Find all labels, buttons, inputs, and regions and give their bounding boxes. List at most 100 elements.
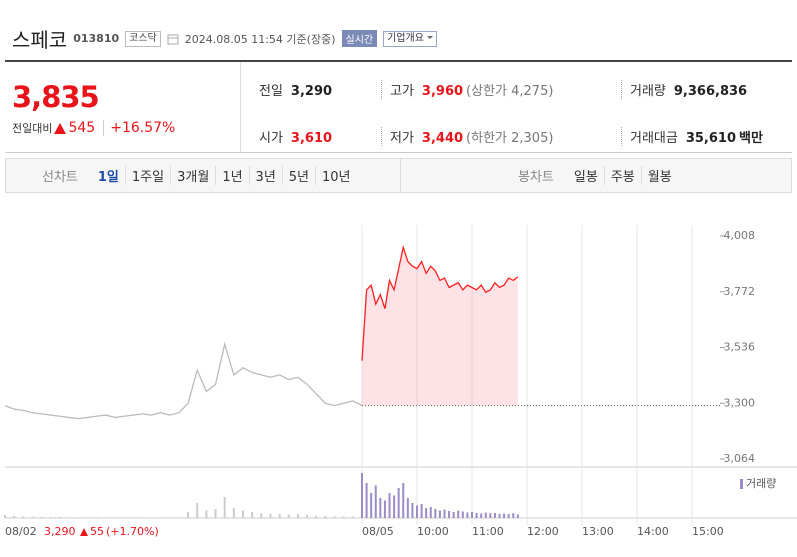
stat: 고가 3,960 (상한가 4,275) — [381, 80, 553, 99]
volume-bar — [31, 516, 34, 518]
volume-bar — [457, 510, 460, 518]
x-tick-label: 08/02 — [5, 525, 37, 538]
volume-bar — [406, 498, 409, 518]
stat-label: 거래대금 — [630, 131, 678, 146]
y-tick-label: 3,064 — [724, 452, 756, 465]
y-tick-label: 3,772 — [724, 285, 756, 298]
volume-bar — [278, 514, 281, 518]
calendar-icon — [167, 34, 179, 44]
volume-bar — [507, 514, 510, 518]
tab[interactable]: 1주일 — [124, 166, 170, 185]
tab[interactable]: 5년 — [281, 166, 315, 185]
x-tick-label: 12:00 — [527, 525, 559, 538]
volume-bar — [498, 513, 501, 518]
price-panel: 3,835 전일대비 545 +16.57% — [5, 62, 241, 152]
volume-bar — [448, 511, 451, 518]
volume-bar — [452, 512, 455, 518]
volume-bar — [374, 485, 377, 518]
divider — [400, 159, 401, 192]
volume-bar — [40, 517, 43, 518]
volume-bar — [516, 514, 519, 518]
timestamp: 2024.08.05 11:54 기준(장중) — [184, 32, 336, 46]
tab[interactable]: 1년 — [215, 166, 248, 185]
volume-bar — [187, 512, 190, 518]
volume-bar — [58, 517, 61, 518]
stat-value: 3,440 — [421, 131, 464, 146]
change: 전일대비 545 +16.57% — [12, 120, 175, 136]
tab-group-label: 봉차트 — [518, 170, 554, 185]
volume-bar — [205, 510, 208, 518]
tab[interactable]: 3년 — [248, 166, 282, 185]
volume-bar — [214, 509, 217, 518]
current-price: 3,835 — [12, 80, 100, 114]
volume-bar — [22, 516, 25, 518]
tab[interactable]: 1일 — [97, 170, 119, 185]
volume-bar — [168, 517, 171, 518]
volume-bar — [443, 509, 446, 518]
volume-bar — [420, 504, 423, 518]
stat-note: (하한가 2,305) — [466, 131, 554, 146]
volume-bar — [306, 515, 309, 518]
volume-bar — [383, 500, 386, 518]
volume-bar — [493, 513, 496, 518]
volume-bar — [416, 505, 418, 518]
volume-bar — [104, 517, 107, 518]
volume-bar — [287, 514, 290, 518]
stat-value: 35,610 — [685, 131, 737, 146]
tab[interactable]: 월봉 — [640, 166, 678, 185]
volume-bar — [260, 513, 263, 518]
volume-bar — [370, 493, 373, 518]
volume-bar — [434, 509, 437, 518]
volume-bar — [397, 488, 400, 518]
stat-label: 전일 — [259, 84, 283, 99]
volume-bar — [365, 483, 368, 518]
stat: 전일 3,290 — [259, 80, 332, 99]
volume-bar — [425, 508, 428, 518]
volume-bar — [480, 513, 483, 518]
footer-close: 3,290 — [44, 525, 76, 538]
line-tabs: 선차트 1일 1주일 3개월 1년 3년 5년 10년 — [42, 159, 357, 192]
volume-bar — [223, 497, 226, 518]
tab[interactable]: 주봉 — [603, 166, 641, 185]
volume-bar — [132, 517, 135, 518]
stat-value: 3,290 — [290, 84, 333, 99]
tab[interactable]: 일봉 — [573, 170, 598, 185]
chart: 08/02 08/05 10:00 11:00 12:00 13:00 14:00 15:00… — [4, 225, 797, 538]
volume-bar — [123, 517, 125, 518]
price-line — [361, 244, 519, 361]
volume-bar — [388, 493, 391, 518]
volume-legend: 거래량 — [746, 477, 776, 490]
stat-value: 3,610 — [290, 131, 333, 146]
volume-bar — [141, 517, 144, 518]
volume-bar — [411, 503, 414, 518]
company-info-dropdown[interactable]: 기업개요 — [383, 30, 437, 47]
tab-bar: 선차트 1일 1주일 3개월 1년 3년 5년 10년 봉차트 일봉 주봉 월봉 — [5, 158, 792, 193]
stat: 저가 3,440 (하한가 2,305) — [381, 127, 553, 146]
y-tick-label: 3,536 — [724, 341, 756, 354]
volume-bar — [361, 473, 363, 518]
change-percent: +16.57% — [103, 120, 175, 136]
volume-bar — [466, 512, 469, 518]
x-tick-label: 13:00 — [582, 525, 614, 538]
volume-bar — [251, 512, 254, 518]
volume-bar — [471, 512, 473, 518]
volume-legend-swatch — [740, 479, 743, 489]
volume-bar — [402, 483, 405, 518]
stat: 거래대금 35,610 백만 — [621, 127, 763, 146]
tab-group-label: 선차트 — [42, 170, 78, 185]
y-tick-label: 3,300 — [724, 396, 756, 409]
up-arrow — [54, 122, 67, 134]
volume-bar — [95, 517, 98, 518]
volume-bar — [177, 517, 180, 518]
x-tick-label: 08/05 — [362, 525, 394, 538]
x-tick-label: 10:00 — [417, 525, 449, 538]
volume-bar — [393, 495, 396, 518]
footer-change-pct: (+1.70%) — [106, 525, 159, 538]
realtime-button[interactable]: 실시간 — [341, 30, 378, 47]
change-label: 전일대비 — [12, 122, 53, 135]
volume-bar — [296, 514, 299, 518]
tab[interactable]: 10년 — [315, 166, 357, 185]
tab[interactable]: 3개월 — [170, 166, 215, 185]
